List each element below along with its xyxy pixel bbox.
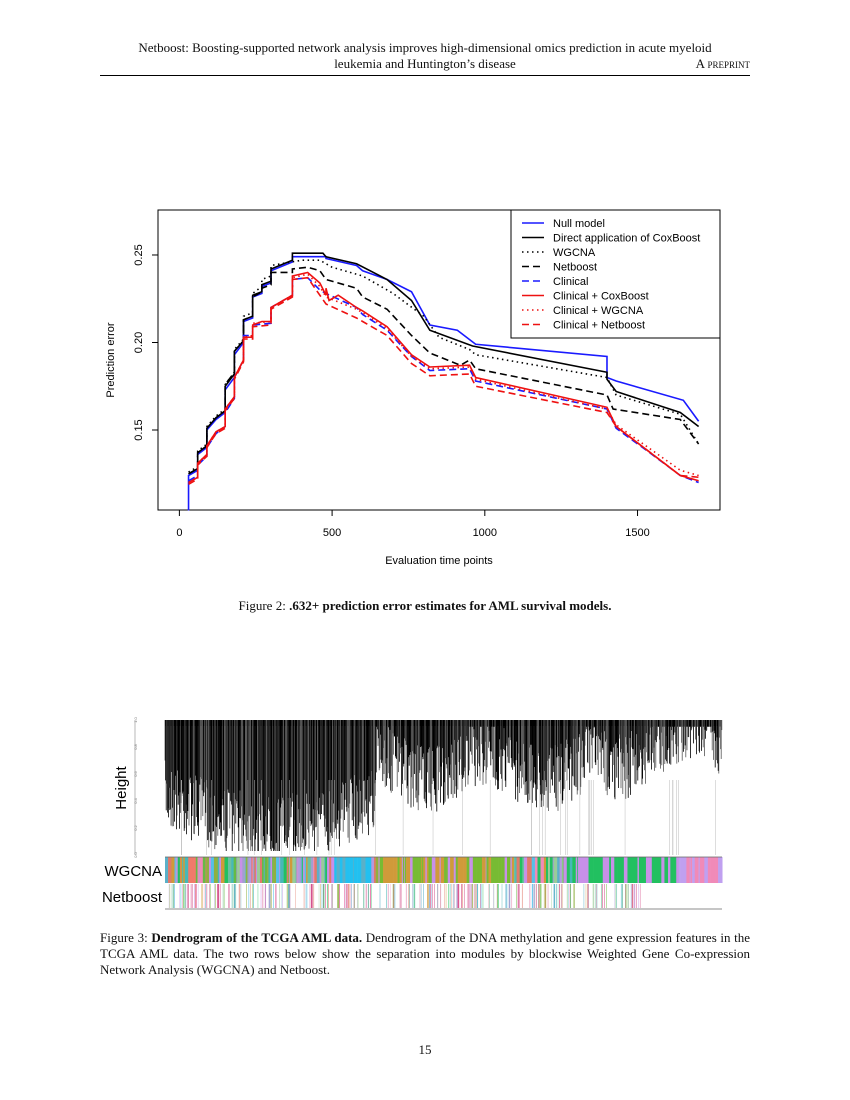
figure3-caption-text: Dendrogram of the DNA methylation and ge… — [100, 930, 751, 977]
dendrogram-y-tick-label: 0.0 — [133, 851, 138, 857]
legend-entry: Direct application of CoxBoost — [553, 233, 700, 245]
dendrogram-y-tick-label: 0.4 — [133, 797, 138, 803]
legend-entry: Clinical + Netboost — [553, 320, 645, 332]
y-tick-label: 0.20 — [133, 332, 145, 353]
legend-entry: Null model — [553, 218, 605, 230]
series-line-wgcna — [188, 259, 700, 473]
figure2-caption: Figure 2: .632+ prediction error estimat… — [100, 598, 750, 614]
running-header: Netboost: Boosting-supported network ana… — [100, 40, 750, 72]
legend-box — [510, 209, 721, 339]
x-tick-label: 1500 — [625, 527, 649, 539]
dendrogram-y-label: Height — [113, 765, 130, 809]
header-preprint-label: A preprint — [695, 56, 750, 71]
y-tick-label: 0.25 — [133, 244, 145, 265]
figure2-caption-bold: .632+ prediction error estimates for AML… — [289, 598, 612, 613]
plot-frame — [157, 209, 721, 511]
netboost-module-row — [168, 884, 641, 908]
series-line-clinical-wgcna — [188, 273, 699, 484]
y-axis-label: Prediction error — [105, 322, 117, 398]
figure3-caption: Figure 3: Dendrogram of the TCGA AML dat… — [100, 930, 750, 978]
dendrogram-y-tick-label: 0.2 — [133, 824, 138, 830]
header-title-line1: Netboost: Boosting-supported network ana… — [138, 40, 712, 55]
legend-entry: Netboost — [553, 262, 597, 274]
x-tick-label: 1000 — [473, 527, 497, 539]
figure2-label: Figure 2: — [238, 598, 286, 613]
page-number: 15 — [418, 1042, 432, 1057]
dendrogram-y-tick-label: 0.8 — [133, 743, 138, 749]
wgcna-row-label: WGCNA — [105, 863, 163, 880]
dendrogram-y-tick-label: 1.0 — [133, 716, 138, 722]
series-line-netboost — [188, 266, 700, 475]
legend-entry: Clinical + WGCNA — [553, 305, 644, 317]
legend-entry: WGCNA — [553, 247, 596, 259]
x-tick-label: 500 — [323, 527, 341, 539]
x-tick-label: 0 — [176, 527, 182, 539]
dendrogram-y-tick-label: 0.6 — [133, 770, 138, 776]
figure3-caption-bold: Dendrogram of the TCGA AML data. — [151, 930, 363, 945]
wgcna-module-row — [165, 857, 723, 883]
series-line-clinical-netboost — [188, 276, 699, 485]
y-tick-label: 0.15 — [133, 419, 145, 440]
header-title-line2: leukemia and Huntington’s disease — [334, 56, 516, 71]
x-axis-label: Evaluation time points — [385, 555, 493, 567]
legend-entry: Clinical — [553, 276, 588, 288]
netboost-row-label: Netboost — [102, 889, 163, 906]
figure3-label: Figure 3: — [100, 930, 148, 945]
dendrogram — [164, 720, 723, 851]
header-rule — [100, 75, 750, 76]
legend-entry: Clinical + CoxBoost — [553, 291, 649, 303]
